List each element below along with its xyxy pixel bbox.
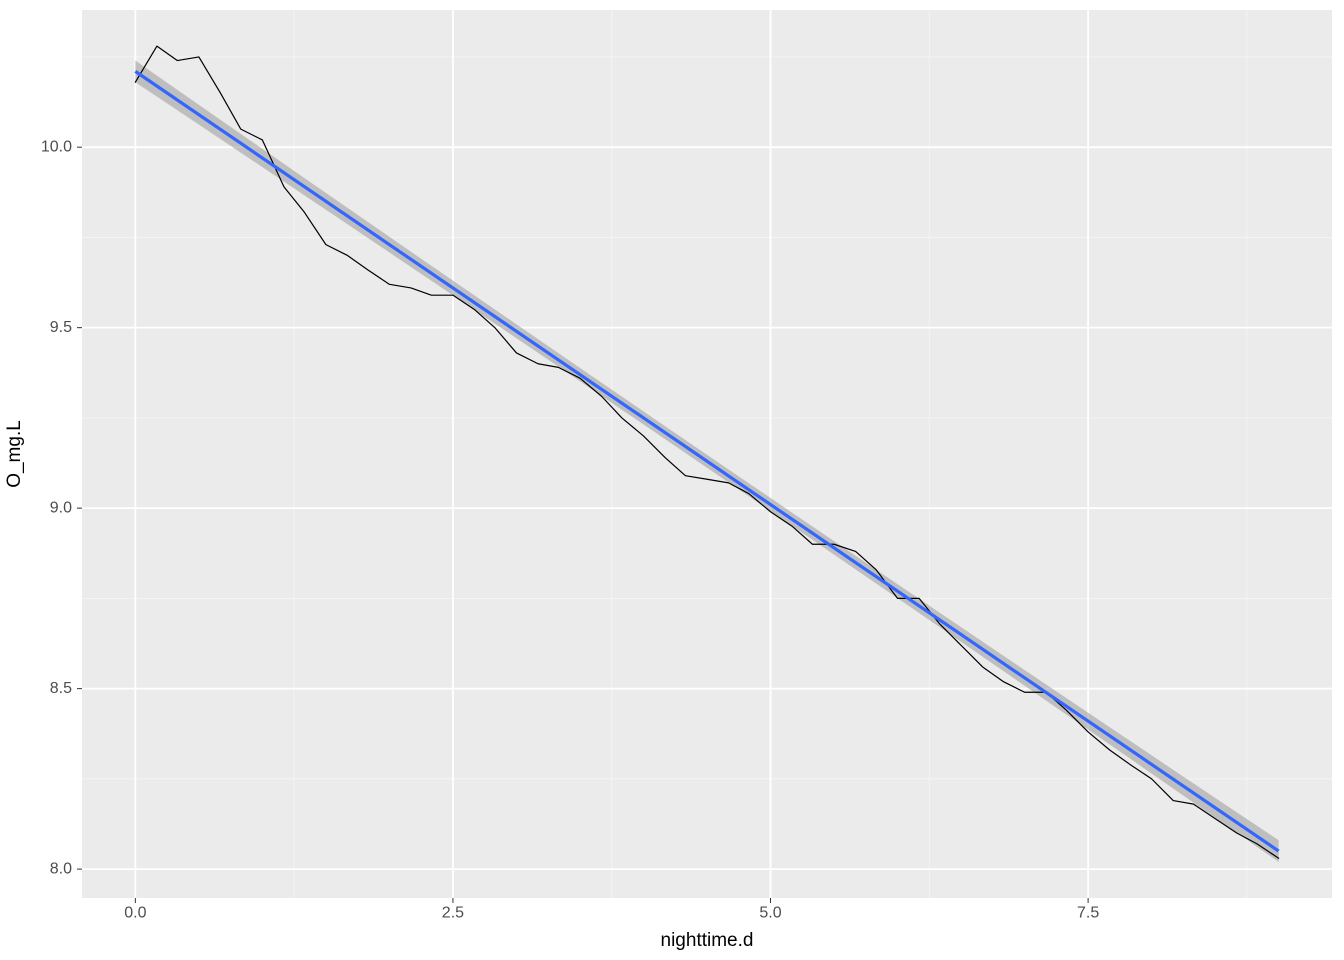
line-chart: 0.0 2.5 5.0 7.5 8.0 8.5 9.0 9.5 10.0 nighttime.d O… [0, 0, 1344, 960]
x-tick-label: 0.0 [124, 904, 146, 921]
y-tick-label: 8.5 [50, 680, 72, 697]
y-axis-title: O_mg.L [4, 420, 25, 488]
x-tick-label: 5.0 [759, 904, 781, 921]
y-tick-label: 9.5 [50, 319, 72, 336]
y-tick-label: 9.0 [50, 499, 72, 516]
chart-container: 0.0 2.5 5.0 7.5 8.0 8.5 9.0 9.5 10.0 nighttime.d O… [0, 0, 1344, 960]
x-tick-label: 7.5 [1077, 904, 1099, 921]
x-axis-title: nighttime.d [661, 930, 754, 951]
y-tick-label: 8.0 [50, 860, 72, 877]
x-tick-label: 2.5 [442, 904, 464, 921]
y-tick-label: 10.0 [41, 138, 72, 155]
